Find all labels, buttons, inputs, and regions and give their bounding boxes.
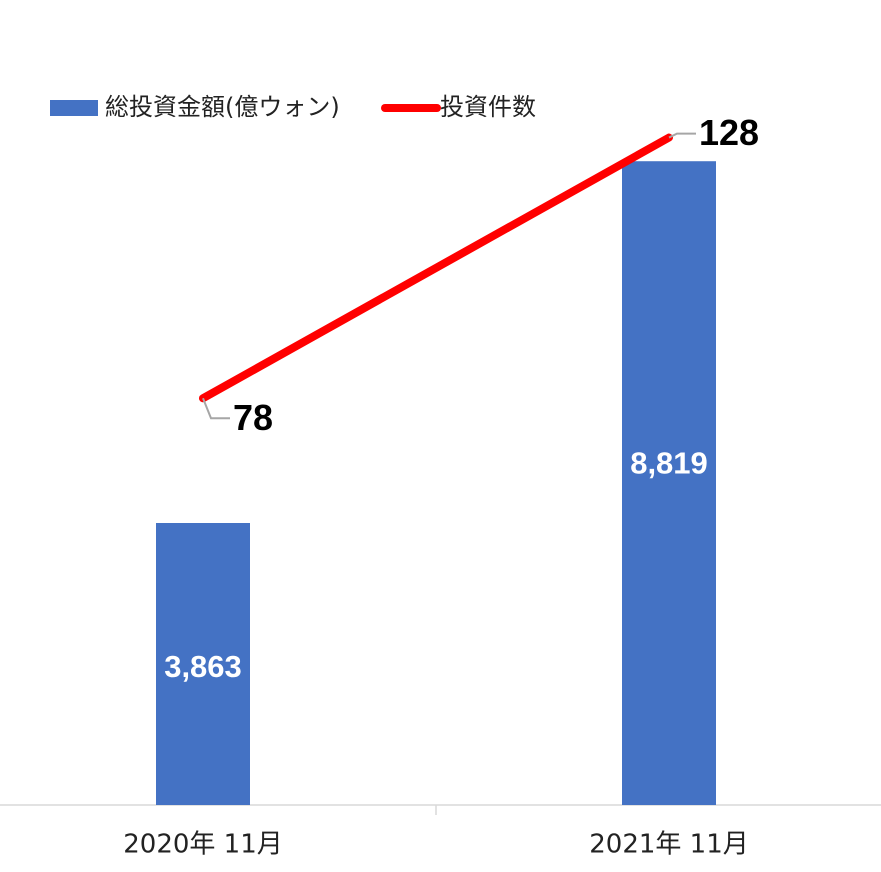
legend-swatch — [50, 100, 98, 116]
leader-line — [202, 397, 230, 420]
x-tick-label: 2020年 11月 — [123, 830, 283, 860]
line — [199, 133, 673, 403]
x-tick-label: 2021年 11月 — [589, 830, 749, 860]
bar — [156, 523, 250, 805]
line-value-label: 78 — [233, 397, 273, 438]
bar-value-label: 8,819 — [630, 445, 708, 480]
leader-line — [668, 132, 696, 139]
line-value-label: 128 — [699, 112, 759, 153]
legend-label: 投資件数 — [440, 93, 536, 121]
legend-label: 総投資金額(億ウォン) — [105, 93, 340, 121]
bar-value-label: 3,863 — [164, 649, 242, 684]
bar — [622, 161, 716, 805]
